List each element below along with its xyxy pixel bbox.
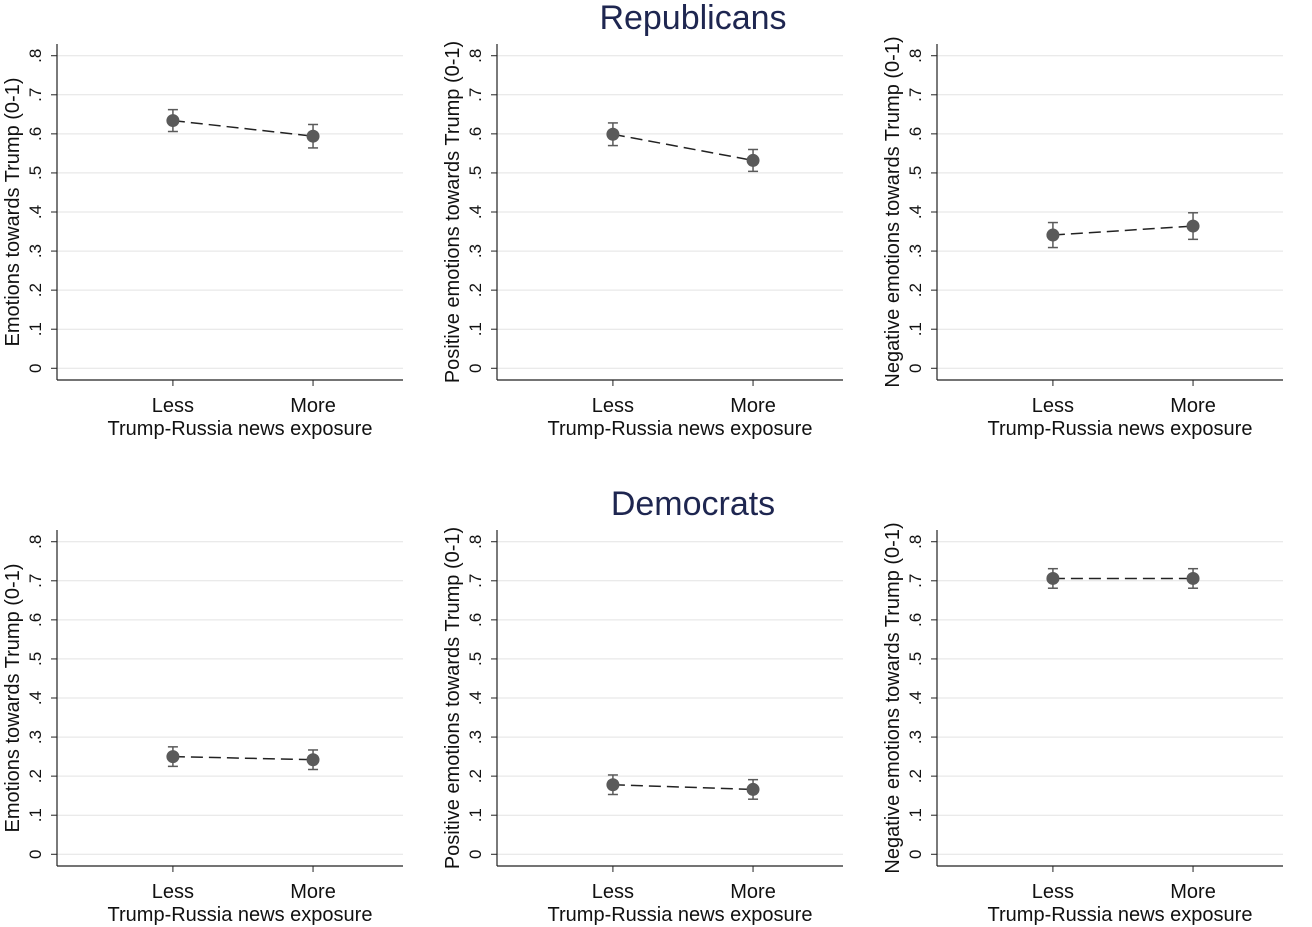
x-tick-label: More [730,881,776,903]
connect-line [172,755,314,761]
connect-line [1052,225,1194,236]
x-tick-label: Less [152,881,194,903]
x-tick-label: Less [592,395,634,417]
y-tick-label: .4 [466,691,485,705]
x-axis-label: Trump-Russia news exposure [988,904,1253,926]
y-tick-label: .6 [906,127,925,141]
x-tick-label: More [730,395,776,417]
point [1046,571,1060,585]
y-tick-label: .6 [466,127,485,141]
y-tick-label: .3 [906,730,925,744]
y-tick-label: .1 [26,808,45,822]
y-tick-label: .5 [466,652,485,666]
y-tick-label: .6 [26,127,45,141]
y-tick-label: 0 [906,850,925,859]
y-axis-label: Negative emotions towards Trump (0-1) [882,522,904,873]
point [166,750,180,764]
y-tick-label: .1 [26,322,45,336]
y-tick-label: .3 [466,244,485,258]
y-axis-label: Positive emotions towards Trump (0-1) [442,41,464,383]
y-tick-label: 0 [906,364,925,373]
panel-title: Republicans [599,0,786,37]
y-tick-label: .2 [26,769,45,783]
y-tick-label: .7 [26,88,45,102]
y-tick-label: .7 [466,88,485,102]
point [166,114,180,128]
connect-line [172,119,314,137]
y-tick-label: .1 [466,322,485,336]
x-tick-label: More [1170,395,1216,417]
point [746,153,760,167]
y-axis-label: Emotions towards Trump (0-1) [2,564,24,833]
x-tick-label: More [290,881,336,903]
y-tick-label: .3 [906,244,925,258]
y-tick-label: .5 [906,652,925,666]
x-tick-label: Less [592,881,634,903]
y-tick-label: .7 [906,574,925,588]
y-tick-label: .8 [906,535,925,549]
y-tick-label: .8 [26,49,45,63]
point [746,782,760,796]
point [1186,219,1200,233]
y-tick-label: .4 [906,205,925,219]
y-tick-label: .4 [26,691,45,705]
y-tick-label: .1 [906,322,925,336]
y-tick-label: .6 [26,613,45,627]
point [606,127,620,141]
y-tick-label: .2 [26,283,45,297]
y-tick-label: .5 [466,166,485,180]
y-tick-label: .7 [906,88,925,102]
x-axis-label: Trump-Russia news exposure [548,904,813,926]
y-tick-label: .6 [466,613,485,627]
y-tick-label: 0 [26,850,45,859]
y-tick-label: .4 [26,205,45,219]
x-axis-label: Trump-Russia news exposure [108,418,373,440]
y-tick-label: .3 [26,244,45,258]
point [1186,571,1200,585]
y-tick-label: .5 [26,166,45,180]
y-tick-label: .2 [466,283,485,297]
y-tick-label: 0 [26,364,45,373]
y-tick-label: .8 [26,535,45,549]
x-axis-label: Trump-Russia news exposure [108,904,373,926]
y-tick-label: .1 [466,808,485,822]
x-tick-label: Less [1032,395,1074,417]
y-tick-label: .8 [466,49,485,63]
x-axis-label: Trump-Russia news exposure [988,418,1253,440]
y-tick-label: .4 [466,205,485,219]
y-tick-label: 0 [466,850,485,859]
y-tick-label: 0 [466,364,485,373]
connect-line [612,783,754,791]
y-tick-label: .7 [26,574,45,588]
panel-title: Democrats [611,485,775,523]
y-tick-label: .8 [466,535,485,549]
x-tick-label: More [290,395,336,417]
y-axis-label: Positive emotions towards Trump (0-1) [442,527,464,869]
connect-line [612,133,754,162]
y-tick-label: .4 [906,691,925,705]
y-tick-label: .8 [906,49,925,63]
point [306,753,320,767]
x-axis-label: Trump-Russia news exposure [548,418,813,440]
point [606,778,620,792]
y-tick-label: .1 [906,808,925,822]
y-axis-label: Negative emotions towards Trump (0-1) [882,36,904,387]
x-tick-label: More [1170,881,1216,903]
point [1046,228,1060,242]
y-tick-label: .5 [906,166,925,180]
y-tick-label: .5 [26,652,45,666]
y-tick-label: .2 [906,283,925,297]
y-tick-label: .2 [466,769,485,783]
y-tick-label: .7 [466,574,485,588]
y-tick-label: .6 [906,613,925,627]
x-tick-label: Less [1032,881,1074,903]
x-tick-label: Less [152,395,194,417]
point [306,129,320,143]
y-axis-label: Emotions towards Trump (0-1) [2,78,24,347]
y-tick-label: .3 [26,730,45,744]
y-tick-label: .3 [466,730,485,744]
y-tick-label: .2 [906,769,925,783]
